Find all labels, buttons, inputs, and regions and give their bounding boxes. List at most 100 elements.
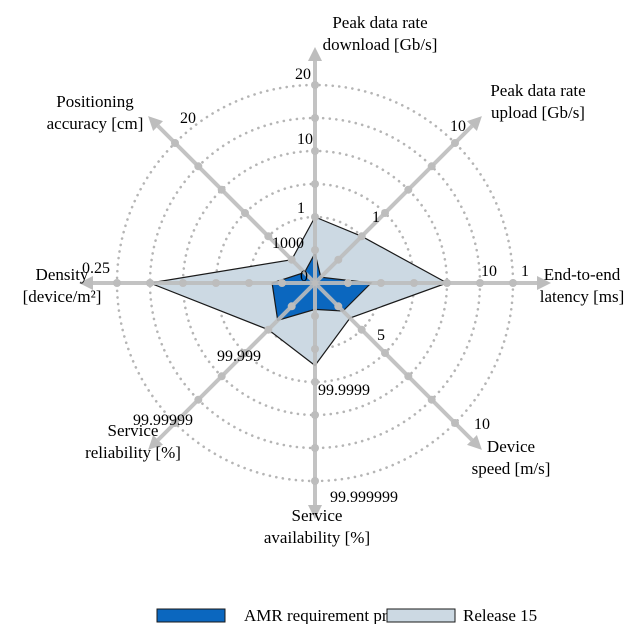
axis-marker-positioning-4: [217, 185, 226, 194]
axis-marker-density-4: [179, 279, 187, 287]
axis-marker-latency-4: [443, 279, 451, 287]
axis-marker-peak_dl-5: [311, 114, 319, 122]
axis-arrow-peak_dl: [308, 47, 322, 61]
axis-marker-availability-3: [311, 378, 319, 386]
tick-label-density-1: 0.25: [82, 260, 110, 277]
axis-marker-peak_ul-6: [451, 139, 459, 147]
axis-title-peak_dl-line-2: download [Gb/s]: [323, 35, 438, 54]
axis-title-density-line-1: Density: [36, 265, 89, 284]
axis-marker-reliability-4: [217, 372, 226, 381]
axis-marker-reliability-3: [241, 349, 249, 357]
tick-label-speed-2: 10: [474, 416, 490, 433]
axis-title-reliability-line-1: Service: [108, 421, 159, 440]
axis-marker-peak_ul-2: [357, 232, 366, 241]
tick-label-reliability-2: 99.99999: [133, 412, 193, 429]
legend-label-release15: Release 15: [463, 606, 537, 624]
axis-marker-density-6: [113, 279, 121, 287]
axis-marker-speed-1: [334, 302, 343, 311]
axis-marker-positioning-1: [287, 255, 296, 264]
tick-label-positioning-2: 20: [180, 110, 196, 127]
axis-title-positioning-line-1: Positioning: [56, 92, 134, 111]
tick-label-peak_dl-3: 20: [295, 66, 311, 83]
axis-title-peak_dl-line-1: Peak data rate: [332, 13, 427, 32]
axis-title-peak_ul-line-1: Peak data rate: [490, 81, 585, 100]
axes-layer: [79, 47, 551, 519]
axis-arrow-density: [79, 276, 93, 290]
axis-marker-reliability-1: [287, 302, 296, 311]
tick-label-reliability-1: 99.999: [217, 348, 261, 365]
legend-label-amr: AMR requirement profile: [244, 606, 419, 624]
axis-title-latency-line-2: latency [ms]: [540, 287, 625, 306]
tick-label-latency-2: 1: [521, 263, 529, 280]
axis-arrow-reliability: [148, 435, 163, 450]
axis-marker-speed-3: [381, 349, 389, 357]
axis-marker-speed-2: [357, 325, 366, 334]
legend-swatch-release15: [386, 608, 456, 623]
axis-marker-speed-4: [404, 372, 413, 381]
axis-title-reliability-line-2: reliability [%]: [85, 443, 181, 462]
axis-marker-peak_ul-4: [404, 185, 413, 194]
tick-label-peak_ul-2: 10: [450, 118, 466, 135]
axis-arrow-speed: [467, 435, 482, 450]
axis-marker-availability-5: [311, 444, 319, 452]
axis-marker-availability-6: [311, 477, 319, 485]
axis-marker-reliability-5: [194, 395, 203, 404]
axis-arrow-positioning: [148, 116, 163, 131]
axis-marker-positioning-6: [171, 139, 179, 147]
axis-line-reliability: [156, 281, 317, 442]
axis-marker-availability-4: [311, 411, 319, 419]
axis-marker-peak_dl-2: [311, 213, 319, 221]
axis-marker-speed-5: [427, 395, 436, 404]
axis-marker-density-5: [146, 279, 154, 287]
tick-label-positioning-1: 1000: [272, 235, 304, 252]
axis-marker-peak_dl-4: [311, 147, 319, 155]
axis-line-peak_ul: [313, 124, 474, 285]
axis-marker-positioning-5: [194, 162, 203, 171]
tick-label-peak_ul-1: 1: [372, 209, 380, 226]
axis-marker-peak_dl-3: [311, 180, 319, 188]
axis-marker-positioning-3: [241, 209, 249, 217]
legend: AMR requirement profile Release 15: [156, 606, 537, 624]
axis-title-availability-line-2: availability [%]: [264, 528, 370, 547]
axis-marker-density-3: [212, 279, 220, 287]
axis-arrow-latency: [537, 276, 551, 290]
axis-marker-peak_ul-5: [427, 162, 436, 171]
axis-title-availability-line-1: Service: [292, 506, 343, 525]
axis-marker-peak_ul-3: [381, 209, 389, 217]
axis-marker-reliability-6: [171, 419, 179, 427]
axis-title-density-line-2: [device/m²]: [23, 287, 102, 306]
axis-marker-availability-1: [311, 312, 319, 320]
axis-marker-latency-1: [344, 279, 352, 287]
axis-marker-reliability-2: [264, 325, 273, 334]
axis-title-speed-line-1: Device: [487, 437, 535, 456]
axis-marker-speed-6: [451, 419, 459, 427]
axis-marker-availability-2: [311, 345, 319, 353]
legend-swatch-amr: [156, 608, 226, 623]
axis-title-speed-line-2: speed [m/s]: [472, 459, 551, 478]
tick-label-latency-1: 10: [481, 263, 497, 280]
axis-marker-density-1: [278, 279, 286, 287]
axis-marker-density-2: [245, 279, 253, 287]
axis-title-peak_ul-line-2: upload [Gb/s]: [491, 103, 585, 122]
tick-label-peak_dl-2: 10: [297, 131, 313, 148]
axis-marker-latency-2: [377, 279, 385, 287]
axis-arrow-peak_ul: [467, 116, 482, 131]
tick-label-speed-1: 5: [377, 327, 385, 344]
axis-title-positioning-line-2: accuracy [cm]: [47, 114, 144, 133]
axis-arrow-availability: [308, 505, 322, 519]
axis-marker-peak_dl-6: [311, 81, 319, 89]
axis-marker-peak_dl-1: [311, 246, 319, 254]
tick-label-availability-2: 99.999999: [330, 489, 398, 506]
axis-line-positioning: [156, 124, 317, 285]
tick-label-availability-1: 99.9999: [318, 382, 370, 399]
axis-marker-latency-5: [476, 279, 484, 287]
axis-marker-latency-3: [410, 279, 418, 287]
center-label: 0: [300, 268, 308, 285]
axis-title-latency-line-1: End-to-end: [544, 265, 621, 284]
tick-label-peak_dl-1: 1: [297, 200, 305, 217]
axis-marker-peak_ul-1: [334, 255, 343, 264]
axis-line-speed: [313, 281, 474, 442]
axis-marker-positioning-2: [264, 232, 273, 241]
